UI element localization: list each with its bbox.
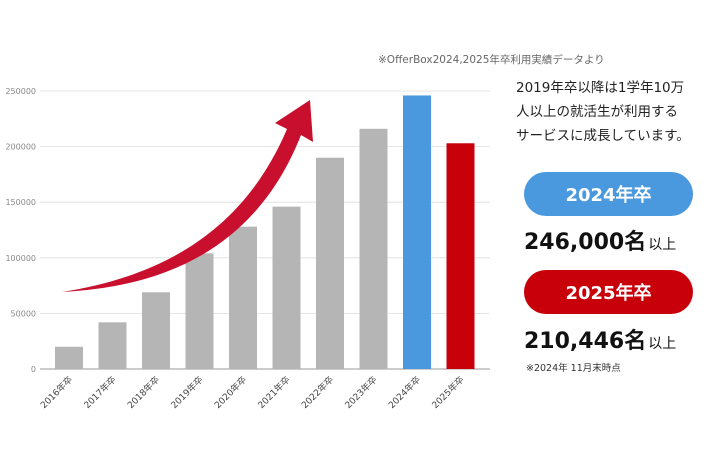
x-tick-label: 2016年卒 [38,374,75,411]
x-tick-label: 2024年卒 [386,374,423,411]
x-tick-label: 2025年卒 [429,374,466,411]
count-2024: 246,000名 以上 [524,224,676,256]
y-tick-label: 200000 [5,143,36,152]
bar [403,95,431,369]
y-tick-label: 150000 [5,198,36,207]
bar [316,157,344,369]
x-axis-ticks: 2016年卒 2017年卒 2018年卒 2019年卒 2020年卒 2021年卒 2022… [38,374,467,411]
count-2025-value: 210,446名 [524,329,647,354]
y-tick-label: 250000 [5,87,36,96]
x-tick-label: 2019年卒 [168,374,205,411]
count-2024-value: 246,000名 [524,230,647,255]
bar [359,128,388,369]
y-tick-label: 0 [31,365,36,374]
x-tick-label: 2022年卒 [299,374,336,411]
bars [55,95,475,369]
x-tick-label: 2018年卒 [125,374,162,411]
count-2025-suffix: 以上 [648,336,677,352]
x-tick-label: 2017年卒 [81,374,118,411]
y-tick-label: 50000 [11,309,36,318]
y-axis-ticks: 0 50000 100000 150000 200000 250000 [5,87,36,374]
bar [229,226,257,369]
count-2025: 210,446名 以上 [524,323,676,355]
footnote: ※2024年 11月末時点 [526,363,621,374]
bar [185,253,214,369]
x-tick-label: 2020年卒 [212,374,249,411]
headline-line-2: 人以上の就活生が利用する [516,104,678,120]
y-tick-label: 100000 [5,254,36,263]
growth-arrow-icon [62,100,313,292]
bar [446,143,475,369]
bar [55,346,83,369]
bar [142,292,170,369]
x-tick-label: 2023年卒 [342,374,379,411]
x-tick-label: 2021年卒 [255,374,292,411]
headline: 2019年卒以降は1学年10万 人以上の就活生が利用する サービスに成長していま… [516,76,711,148]
badge-2025: 2025年卒 [524,270,693,314]
bar [98,322,127,369]
headline-line-1: 2019年卒以降は1学年10万 [516,80,685,96]
source-note: ※OfferBox2024,2025年卒利用実績データより [378,54,605,66]
headline-line-3: サービスに成長しています。 [516,128,690,144]
bar [272,206,301,369]
badge-2024: 2024年卒 [524,172,693,216]
count-2024-suffix: 以上 [648,237,677,253]
